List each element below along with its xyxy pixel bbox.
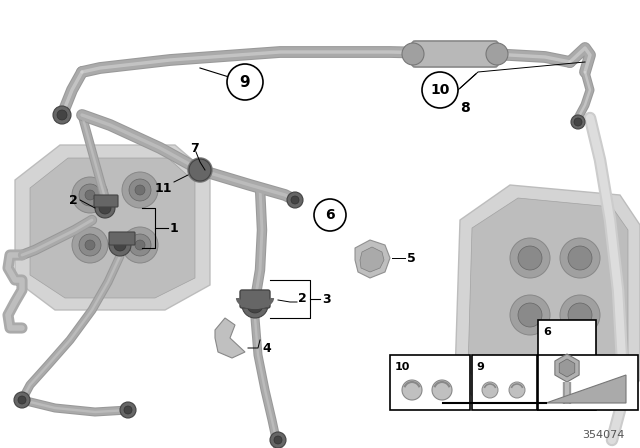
Text: 6: 6 — [325, 208, 335, 222]
Circle shape — [122, 172, 158, 208]
Text: 2: 2 — [69, 194, 78, 207]
Circle shape — [571, 115, 585, 129]
Circle shape — [402, 43, 424, 65]
Polygon shape — [355, 240, 390, 278]
Polygon shape — [360, 247, 384, 272]
Text: 354074: 354074 — [582, 430, 625, 440]
Text: 10: 10 — [395, 362, 410, 372]
FancyBboxPatch shape — [390, 355, 470, 410]
Circle shape — [135, 185, 145, 195]
Circle shape — [518, 303, 542, 327]
Circle shape — [287, 192, 303, 208]
Circle shape — [53, 106, 71, 124]
Circle shape — [422, 72, 458, 108]
Circle shape — [518, 246, 542, 270]
Polygon shape — [546, 375, 626, 403]
Text: 10: 10 — [430, 83, 450, 97]
FancyBboxPatch shape — [240, 290, 270, 308]
Circle shape — [560, 238, 600, 278]
Polygon shape — [468, 198, 628, 398]
Circle shape — [486, 43, 508, 65]
Circle shape — [85, 240, 95, 250]
Circle shape — [291, 196, 299, 204]
Circle shape — [482, 382, 498, 398]
Circle shape — [510, 295, 550, 335]
FancyBboxPatch shape — [109, 232, 135, 245]
FancyBboxPatch shape — [538, 320, 596, 410]
Circle shape — [72, 177, 108, 213]
Circle shape — [57, 110, 67, 120]
Text: 4: 4 — [262, 341, 271, 354]
Circle shape — [85, 190, 95, 200]
FancyBboxPatch shape — [412, 41, 498, 67]
Circle shape — [509, 382, 525, 398]
Circle shape — [135, 240, 145, 250]
Circle shape — [109, 234, 131, 256]
Circle shape — [129, 234, 151, 256]
Circle shape — [14, 392, 30, 408]
Text: 9: 9 — [240, 74, 250, 90]
Circle shape — [242, 292, 268, 318]
Circle shape — [129, 179, 151, 201]
Text: 1: 1 — [170, 221, 179, 234]
Circle shape — [122, 227, 158, 263]
Polygon shape — [30, 158, 195, 298]
Circle shape — [274, 436, 282, 444]
Polygon shape — [455, 185, 640, 410]
Circle shape — [114, 239, 126, 251]
Circle shape — [124, 406, 132, 414]
Circle shape — [402, 380, 422, 400]
Text: 5: 5 — [407, 251, 416, 264]
Text: 2: 2 — [298, 292, 307, 305]
Circle shape — [189, 159, 211, 181]
FancyBboxPatch shape — [472, 355, 537, 410]
Circle shape — [247, 297, 263, 313]
Circle shape — [79, 184, 101, 206]
Polygon shape — [555, 354, 579, 382]
Polygon shape — [559, 359, 575, 377]
Circle shape — [568, 303, 592, 327]
Circle shape — [72, 227, 108, 263]
Polygon shape — [215, 318, 245, 358]
Text: 9: 9 — [476, 362, 484, 372]
Circle shape — [574, 118, 582, 126]
Text: 7: 7 — [190, 142, 199, 155]
Circle shape — [227, 64, 263, 100]
Circle shape — [95, 198, 115, 218]
Text: 8: 8 — [460, 101, 470, 115]
Circle shape — [432, 380, 452, 400]
Text: 3: 3 — [322, 293, 331, 306]
Circle shape — [510, 238, 550, 278]
Circle shape — [314, 199, 346, 231]
Circle shape — [120, 402, 136, 418]
FancyBboxPatch shape — [94, 195, 118, 207]
Circle shape — [568, 246, 592, 270]
Circle shape — [79, 234, 101, 256]
Circle shape — [18, 396, 26, 404]
Text: 11: 11 — [154, 181, 172, 194]
Circle shape — [270, 432, 286, 448]
Circle shape — [560, 295, 600, 335]
Circle shape — [99, 202, 111, 214]
Polygon shape — [15, 145, 210, 310]
Text: 6: 6 — [543, 327, 551, 337]
FancyBboxPatch shape — [538, 355, 638, 410]
